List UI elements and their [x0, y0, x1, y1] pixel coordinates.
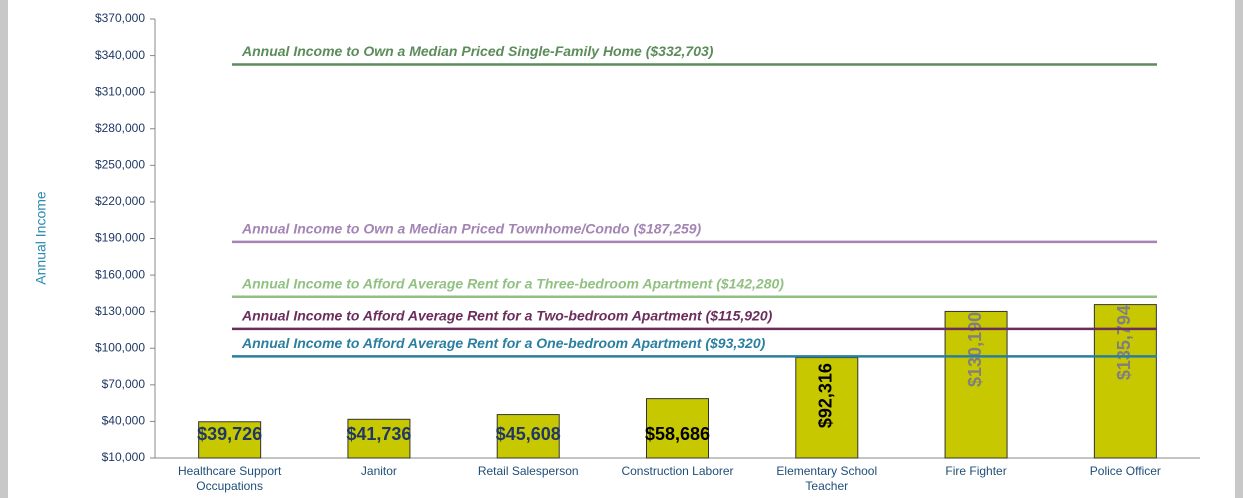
bar	[944, 310, 1008, 459]
bar	[496, 414, 560, 459]
value-label: $45,608	[496, 424, 561, 444]
x-tick-label: Janitor	[360, 464, 397, 478]
x-tick-label: Construction Laborer	[621, 464, 734, 478]
bar	[198, 421, 262, 459]
bar	[646, 398, 709, 459]
x-tick-label: Healthcare Support Occupations	[177, 464, 282, 493]
value-label: $130,190	[965, 312, 985, 387]
chart-frame: Annual Income $10,000 $40,000 $70,000 $100,…	[8, 0, 1235, 498]
y-tick-label: $370,000	[95, 11, 145, 25]
value-label: $41,736	[346, 424, 411, 444]
value-label: $58,686	[645, 424, 710, 444]
reference-label: Annual Income to Afford Average Rent for…	[241, 335, 766, 351]
y-tick-label: $190,000	[95, 231, 145, 245]
bar	[1093, 304, 1157, 459]
y-tick-label: $280,000	[95, 121, 145, 135]
y-tick-label: $100,000	[95, 340, 145, 354]
y-axis-label: Annual Income	[33, 191, 49, 285]
value-label: $39,726	[197, 424, 262, 444]
x-tick-label: Retail Salesperson	[477, 464, 579, 478]
y-tick-label: $310,000	[95, 84, 145, 98]
value-label: $92,316	[816, 363, 836, 428]
y-tick-label: $250,000	[95, 158, 145, 172]
bar	[347, 418, 411, 459]
reference-label: Annual Income to Afford Average Rent for…	[241, 275, 784, 291]
y-tick-label: $130,000	[95, 304, 145, 318]
bar	[795, 357, 859, 459]
value-label: $135,794	[1114, 305, 1134, 380]
y-tick-label: $160,000	[95, 267, 145, 281]
reference-label: Annual Income to Own a Median Priced Sin…	[241, 43, 714, 59]
reference-label: Annual Income to Afford Average Rent for…	[241, 308, 773, 324]
y-tick-label: $10,000	[102, 450, 146, 464]
reference-label: Annual Income to Own a Median Priced Tow…	[241, 221, 702, 237]
x-tick-label: Elementary School Teacher	[776, 464, 878, 493]
x-tick-label: Fire Fighter	[945, 464, 1007, 478]
y-tick-label: $70,000	[102, 377, 146, 391]
y-tick-label: $40,000	[102, 414, 146, 428]
y-tick-label: $220,000	[95, 194, 145, 208]
y-tick-label: $340,000	[95, 48, 145, 62]
x-tick-label: Police Officer	[1089, 464, 1161, 478]
